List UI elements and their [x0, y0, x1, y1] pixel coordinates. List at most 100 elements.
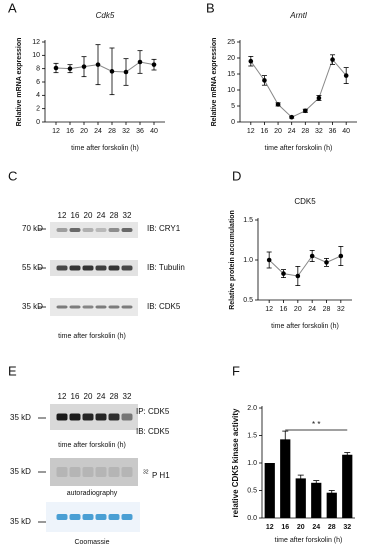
blot-band — [69, 413, 81, 421]
x-tick-label: 16 — [280, 306, 288, 313]
chart-title: Arntl — [289, 11, 307, 20]
blot — [50, 458, 138, 486]
blot-band — [121, 265, 133, 271]
blot-band — [121, 467, 133, 477]
marker-label: 35 kD — [10, 413, 31, 422]
y-tick-label: 1.0 — [243, 257, 253, 264]
x-tick-label: 20 — [294, 306, 302, 313]
blot-band — [69, 305, 81, 309]
blot-band — [69, 228, 81, 232]
y-tick-label: 1.5 — [247, 432, 257, 439]
data-point — [109, 69, 115, 74]
chart-title: CDK5 — [294, 197, 316, 206]
x-axis-label: time after forskolin (h) — [58, 333, 126, 340]
y-axis-label: Relative mRNA expression — [16, 38, 23, 127]
chart-title: Cdk5 — [96, 11, 115, 20]
marker-label: 35 kD — [10, 467, 31, 476]
y-tick-label: 15 — [227, 71, 235, 78]
y-tick-label: 1.5 — [243, 217, 253, 224]
data-point — [67, 66, 73, 71]
x-tick-label: 36 — [136, 128, 144, 135]
stain-label: Coomassie — [74, 539, 109, 546]
x-tick-label: 36 — [329, 128, 337, 135]
blot-band — [56, 305, 68, 309]
panel-letter: C — [8, 168, 17, 183]
blot-band — [121, 514, 133, 520]
x-tick-label: 24 — [312, 524, 320, 531]
x-tick-label: 40 — [150, 128, 158, 135]
blot-band — [95, 228, 107, 232]
y-tick-label: 10 — [32, 52, 40, 59]
blots: 12 16 20 24 28 32 12 16 20 24 28 32 — [38, 211, 140, 532]
bar — [264, 463, 275, 518]
data-point — [248, 58, 254, 64]
blot-band — [108, 305, 120, 309]
data-point — [281, 271, 286, 276]
lane-label: 28 — [110, 392, 119, 401]
y-tick-label: 20 — [227, 55, 235, 62]
data-line — [55, 61, 155, 73]
marker-label: 55 kD — [22, 263, 43, 272]
marker-label: 70 kD — [22, 224, 43, 233]
blot-band — [95, 413, 107, 421]
blot-band — [108, 265, 120, 271]
x-tick-label: 12 — [266, 524, 274, 531]
y-tick-label: 2.0 — [247, 405, 257, 412]
blot-band — [69, 265, 81, 271]
x-tick-label: 28 — [323, 306, 331, 313]
panel-letter: B — [206, 0, 215, 15]
data-point — [266, 257, 272, 263]
data-point — [262, 78, 267, 83]
blot-band — [69, 514, 81, 520]
blot — [50, 222, 138, 238]
y-tick-label: 0 — [231, 119, 235, 126]
blot-band — [121, 305, 133, 309]
bar — [342, 454, 353, 518]
x-axis-label: time after forskolin (h) — [58, 442, 126, 449]
x-tick-label: 24 — [94, 128, 102, 135]
y-tick-label: 0.5 — [247, 487, 257, 494]
data-point — [151, 62, 157, 67]
blot-band — [108, 228, 120, 232]
autoradiography-label: autoradiography — [67, 490, 118, 497]
y-tick-label: 25 — [227, 39, 235, 46]
lane-label: 16 — [71, 211, 80, 220]
blot-band — [121, 228, 133, 232]
blot-band — [82, 305, 94, 309]
x-tick-label: 32 — [315, 128, 323, 135]
x-tick-label: 20 — [297, 524, 305, 531]
x-tick-label: 16 — [281, 524, 289, 531]
isotope-label: 32 — [143, 469, 149, 475]
blot-band — [108, 514, 120, 520]
blot-band — [108, 413, 120, 421]
data-point — [95, 62, 101, 67]
blot-band — [56, 413, 68, 421]
y-tick-label: 8 — [36, 66, 40, 73]
x-tick-label: 32 — [337, 306, 345, 313]
data-point — [330, 57, 335, 62]
marker-label: 35 kD — [22, 302, 43, 311]
x-axis-label: time after forskolin (h) — [275, 537, 343, 544]
blot-band — [95, 514, 107, 520]
blot-band — [56, 467, 68, 477]
blot-band — [95, 265, 107, 271]
antibody-label: IB: CDK5 — [147, 302, 181, 311]
blot-band — [82, 514, 94, 520]
lane-label: 24 — [97, 211, 106, 220]
y-tick-label: 1.0 — [247, 460, 257, 467]
x-axis-label: time after forskolin (h) — [265, 145, 333, 152]
x-tick-label: 12 — [265, 306, 273, 313]
panel-letter: A — [8, 0, 17, 15]
lane-label: 12 — [58, 392, 67, 401]
data-point — [303, 108, 308, 114]
bar — [311, 482, 322, 518]
lane-label: 20 — [84, 392, 93, 401]
data-point — [275, 102, 281, 107]
y-tick-label: 12 — [32, 39, 40, 46]
blot — [50, 260, 138, 276]
ip-label: IP: CDK5 — [136, 407, 170, 416]
x-tick-label: 20 — [274, 128, 282, 135]
data-point — [316, 95, 322, 101]
x-tick-label: 20 — [80, 128, 88, 135]
x-tick-label: 12 — [247, 128, 255, 135]
